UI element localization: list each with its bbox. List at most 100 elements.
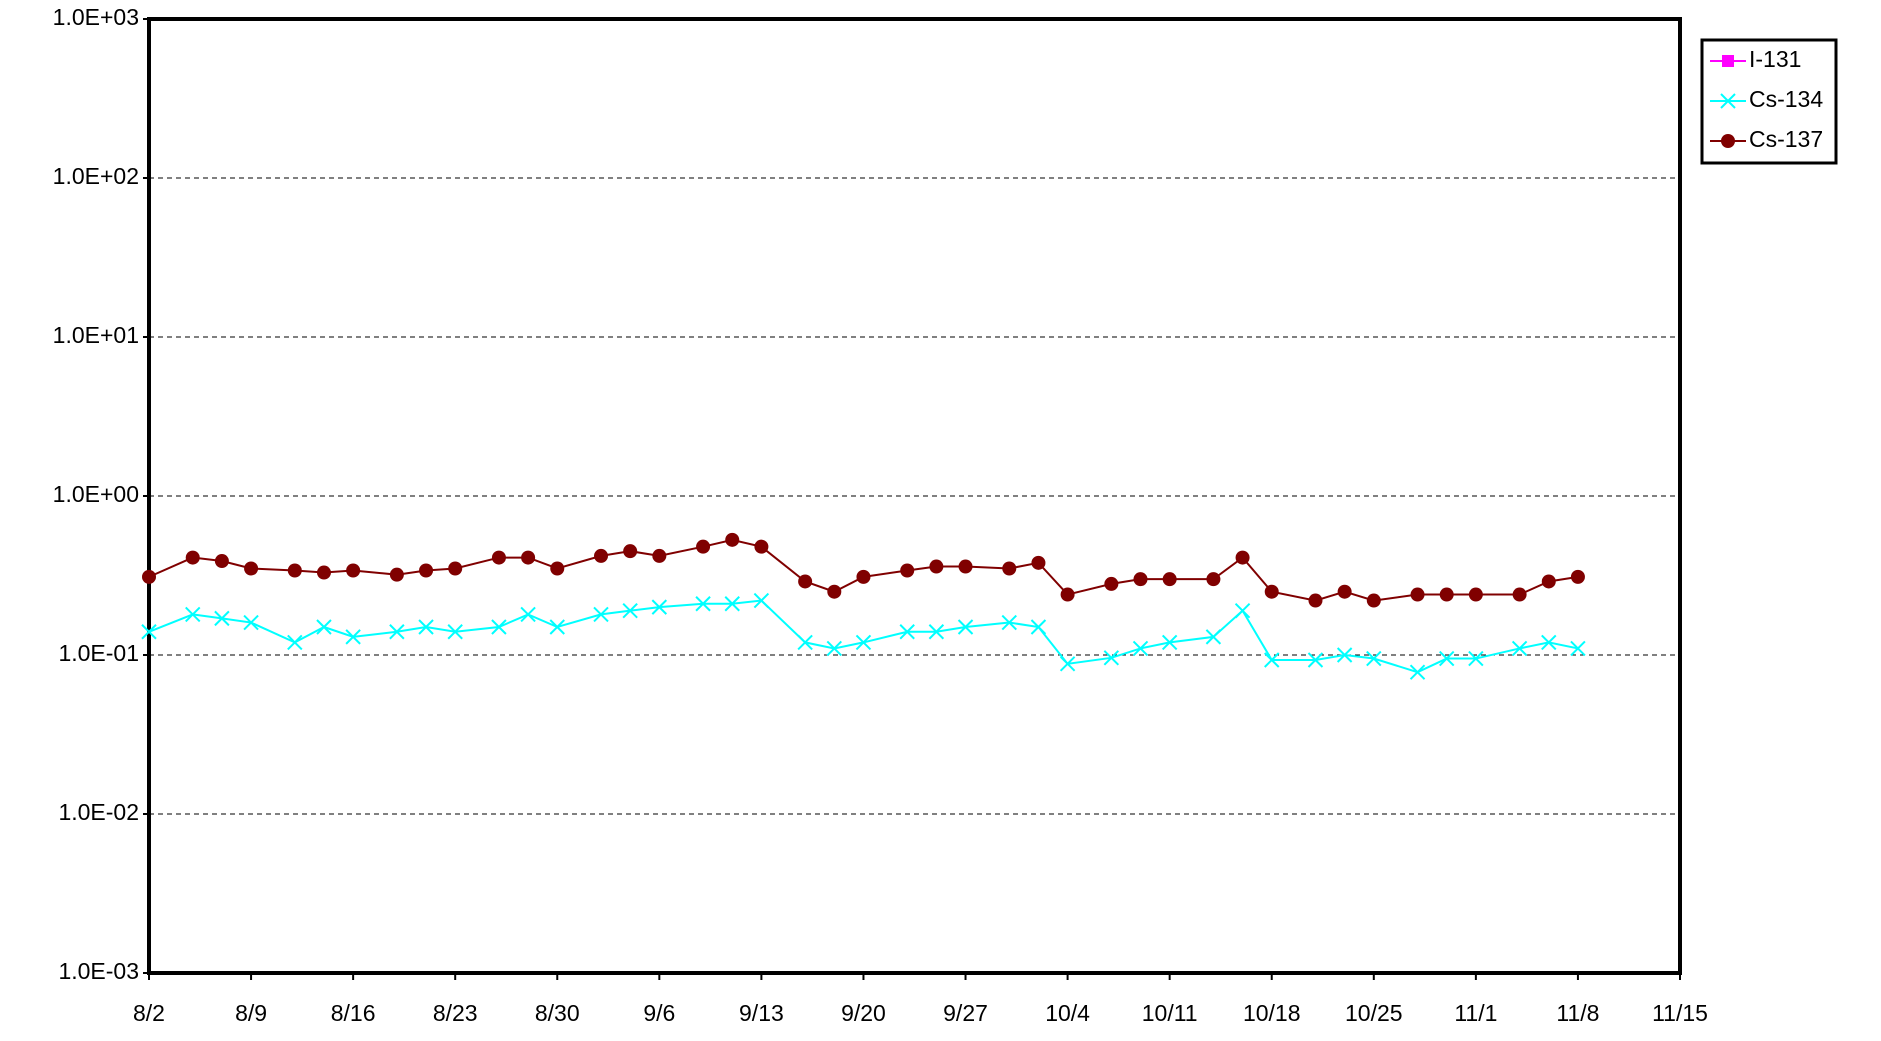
marker	[1366, 650, 1382, 667]
marker	[1104, 576, 1119, 591]
x-tick-label: 11/8	[1556, 1000, 1599, 1026]
marker	[287, 634, 303, 651]
marker	[1002, 561, 1017, 576]
marker	[753, 592, 770, 609]
marker	[447, 624, 463, 640]
marker	[1541, 634, 1557, 651]
marker	[389, 624, 405, 640]
y-tick-label: 1.0E+00	[53, 481, 139, 507]
marker	[418, 619, 434, 635]
marker	[798, 574, 813, 589]
marker	[244, 561, 259, 576]
x-tick-label: 10/25	[1345, 1000, 1403, 1026]
marker	[1468, 650, 1484, 667]
marker	[1409, 664, 1426, 680]
marker	[623, 544, 638, 559]
marker	[725, 532, 740, 547]
marker	[141, 624, 157, 640]
legend-marker	[1721, 134, 1735, 148]
marker	[1001, 614, 1017, 631]
marker	[1264, 584, 1279, 599]
marker	[1205, 629, 1222, 645]
marker	[1031, 555, 1046, 570]
marker	[1336, 647, 1353, 663]
marker	[389, 567, 404, 582]
marker	[958, 559, 973, 574]
plot-frame	[147, 17, 1682, 975]
marker	[550, 561, 565, 576]
x-tick-label: 10/4	[1045, 1000, 1090, 1026]
x-tick-label: 8/30	[535, 1000, 580, 1026]
marker	[1103, 650, 1120, 666]
marker	[419, 563, 434, 578]
x-tick-label: 11/15	[1652, 1000, 1708, 1026]
y-tick-label: 1.0E-03	[58, 958, 139, 984]
marker	[1337, 584, 1352, 599]
x-tick-label: 8/16	[331, 1000, 376, 1026]
marker	[928, 624, 945, 640]
x-tick-label: 9/27	[943, 1000, 988, 1026]
x-tick-label: 8/2	[133, 1000, 165, 1026]
x-tick-label: 10/11	[1142, 1000, 1198, 1026]
marker	[1512, 587, 1527, 602]
marker	[214, 554, 229, 569]
marker	[185, 550, 200, 565]
marker	[1570, 640, 1586, 657]
marker	[243, 614, 259, 631]
y-tick-label: 1.0E-01	[58, 640, 139, 666]
marker	[855, 634, 872, 651]
x-tick-label: 11/1	[1454, 1000, 1497, 1026]
marker	[1366, 593, 1381, 608]
marker	[652, 548, 667, 563]
marker	[1162, 572, 1177, 587]
legend: I-131 Cs-134 Cs-137	[1700, 38, 1838, 165]
marker	[345, 629, 361, 645]
marker	[1161, 634, 1178, 651]
x-tick-label: 9/6	[643, 1000, 675, 1026]
marker	[695, 596, 711, 612]
marker	[214, 610, 230, 627]
marker	[593, 606, 609, 623]
marker	[1059, 656, 1076, 672]
marker	[827, 584, 842, 599]
y-tick-label: 1.0E+02	[53, 163, 139, 189]
y-tick-label: 1.0E-02	[58, 799, 139, 825]
marker	[696, 539, 711, 554]
marker	[797, 634, 813, 651]
marker	[1307, 652, 1324, 668]
legend-label: Cs-134	[1749, 86, 1823, 112]
legend-label: I-131	[1749, 46, 1801, 72]
legend-marker	[1722, 55, 1734, 67]
marker	[899, 624, 915, 640]
marker	[142, 569, 156, 584]
y-tick-label: 1.0E+03	[53, 4, 139, 30]
marker	[316, 619, 332, 635]
marker	[1132, 640, 1149, 657]
marker	[724, 596, 740, 612]
marker	[520, 606, 536, 623]
marker	[1438, 650, 1455, 667]
marker	[594, 548, 609, 563]
marker	[622, 602, 638, 619]
marker	[1206, 572, 1221, 587]
marker	[1060, 587, 1075, 602]
marker	[1133, 572, 1148, 587]
marker	[1235, 550, 1250, 565]
marker	[856, 569, 871, 584]
x-tick-label: 10/18	[1243, 1000, 1301, 1026]
x-tick-label: 9/13	[739, 1000, 784, 1026]
x-tick-label: 9/20	[841, 1000, 886, 1026]
legend-label: Cs-137	[1749, 126, 1823, 152]
marker	[549, 619, 565, 635]
marker	[316, 565, 331, 580]
marker	[1439, 587, 1454, 602]
x-tick-label: 8/9	[235, 1000, 267, 1026]
marker	[346, 563, 361, 578]
y-tick-label: 1.0E+01	[53, 322, 139, 348]
marker	[448, 561, 463, 576]
marker	[754, 539, 769, 554]
marker	[929, 559, 944, 574]
x-tick-label: 8/23	[433, 1000, 478, 1026]
legend-marker	[1720, 93, 1736, 109]
